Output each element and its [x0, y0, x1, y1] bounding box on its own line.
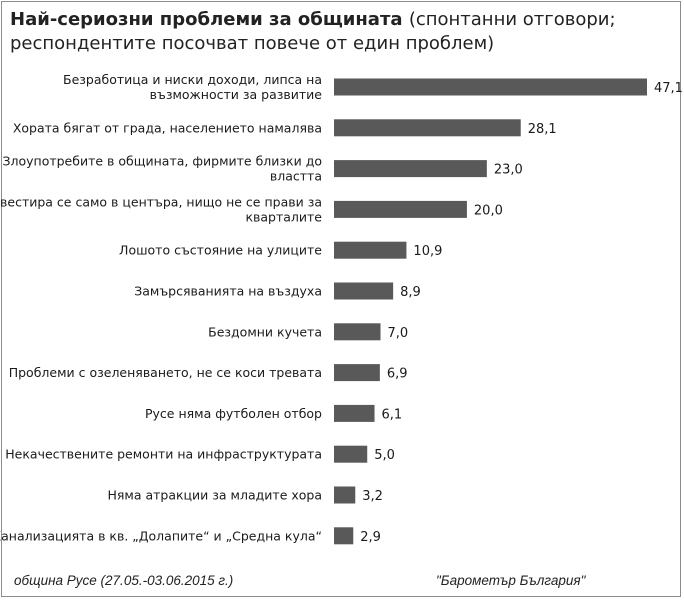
title-subtitle: (спонтанни отговори; респондентите посоч… — [10, 9, 616, 54]
category-label-5: Лошото състояние на улиците — [119, 243, 322, 258]
data-label-2: 28,1 — [528, 122, 557, 137]
bar-9 — [334, 404, 375, 422]
category-label-12: Канализацията в кв. „Долапите“ и „Средна… — [0, 528, 322, 543]
title-main: Най-сериозни проблеми за общината — [10, 9, 403, 30]
category-label-2: Хората бягат от града, населението намал… — [13, 120, 322, 135]
bar-3 — [334, 160, 487, 178]
bar-12 — [334, 527, 354, 545]
category-label-3: Злоупотребите в общината, фирмите близки… — [2, 154, 322, 184]
bar-10 — [334, 445, 368, 463]
bar-11 — [334, 486, 356, 504]
data-label-6: 8,9 — [400, 285, 421, 300]
data-label-5: 10,9 — [413, 244, 442, 259]
footer-source: община Русе (27.05.-03.06.2015 г.) — [14, 573, 234, 588]
category-label-7: Бездомни кучета — [208, 324, 322, 339]
bar-7 — [334, 323, 381, 341]
bar-5 — [334, 241, 407, 259]
chart-title: Най-сериозни проблеми за общината (спонт… — [10, 8, 670, 56]
category-label-4: Инвестира се само в центъра, нищо не се … — [0, 194, 322, 224]
category-label-1: Безработица и ниски доходи, липса на възм… — [63, 72, 322, 102]
footer-publisher: "Барометър България" — [436, 573, 586, 588]
bar-2 — [334, 119, 521, 137]
category-label-10: Некачествените ремонти на инфраструктура… — [5, 447, 322, 462]
data-label-7: 7,0 — [388, 326, 409, 341]
category-label-9: Русе няма футболен отбор — [145, 406, 322, 421]
data-label-11: 3,2 — [362, 489, 383, 504]
category-label-8: Проблеми с озеленяването, не се коси тре… — [9, 365, 322, 380]
data-label-4: 20,0 — [474, 203, 503, 218]
data-label-9: 6,1 — [382, 407, 403, 422]
data-label-10: 5,0 — [374, 448, 395, 463]
data-label-12: 2,9 — [360, 530, 381, 545]
category-label-6: Замърсяванията на въздуха — [134, 284, 322, 299]
bar-4 — [334, 200, 467, 218]
bar-6 — [334, 282, 394, 300]
data-label-1: 47,1 — [654, 81, 683, 96]
category-label-11: Няма атракции за младите хора — [107, 488, 322, 503]
data-label-8: 6,9 — [387, 367, 408, 382]
bar-8 — [334, 364, 380, 382]
bar-1 — [334, 78, 647, 96]
data-label-3: 23,0 — [494, 163, 523, 178]
